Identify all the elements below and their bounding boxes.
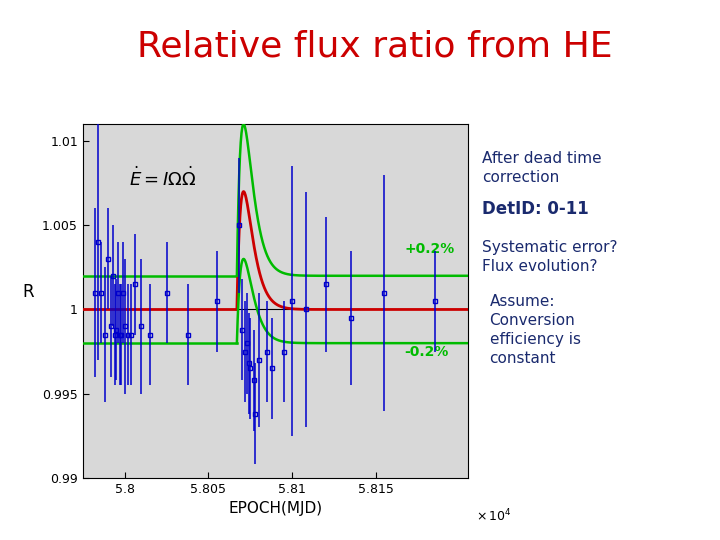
Text: -0.2%: -0.2% bbox=[405, 345, 449, 359]
Text: Systematic error?: Systematic error? bbox=[482, 240, 618, 255]
Y-axis label: R: R bbox=[22, 283, 34, 301]
Text: efficiency is: efficiency is bbox=[490, 332, 580, 347]
Text: After dead time: After dead time bbox=[482, 151, 602, 166]
Text: Relative flux ratio from HE: Relative flux ratio from HE bbox=[137, 30, 612, 64]
X-axis label: EPOCH(MJD): EPOCH(MJD) bbox=[228, 501, 323, 516]
Text: Assume:: Assume: bbox=[490, 294, 555, 309]
Text: DetID: 0-11: DetID: 0-11 bbox=[482, 200, 589, 218]
Text: correction: correction bbox=[482, 170, 559, 185]
Text: $\times\,10^4$: $\times\,10^4$ bbox=[476, 508, 511, 524]
Text: +0.2%: +0.2% bbox=[405, 242, 455, 256]
Text: Flux evolution?: Flux evolution? bbox=[482, 259, 598, 274]
Text: constant: constant bbox=[490, 351, 556, 366]
Text: $\dot{E} = I\Omega\dot{\Omega}$: $\dot{E} = I\Omega\dot{\Omega}$ bbox=[129, 167, 197, 190]
Text: Conversion: Conversion bbox=[490, 313, 575, 328]
